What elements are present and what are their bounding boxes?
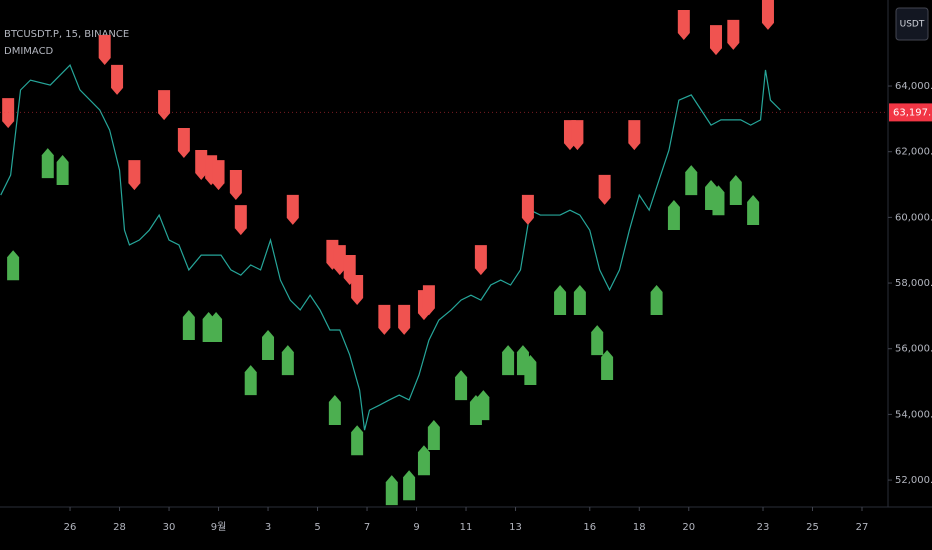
x-tick-label: 28 <box>113 522 126 533</box>
plot <box>0 0 781 506</box>
sell-signal <box>378 304 391 335</box>
indicator-label: DMIMACD <box>4 46 54 57</box>
sell-signal <box>333 245 346 276</box>
y-tick-label: 54,000.0 <box>895 409 932 420</box>
x-tick-label: 20 <box>682 522 695 533</box>
sell-signal <box>286 194 299 225</box>
buy-signal <box>502 345 515 376</box>
last-price-label: 63,197.1 <box>893 107 932 118</box>
x-tick-label: 9월 <box>211 521 227 533</box>
y-tick-label: 62,000.0 <box>895 147 932 158</box>
sell-signal <box>177 127 190 158</box>
buy-signal <box>455 370 468 401</box>
buy-signal <box>7 250 20 281</box>
buy-signal <box>591 325 604 356</box>
sell-signal <box>677 10 690 41</box>
buy-signal <box>650 285 663 316</box>
buy-signal <box>328 395 341 426</box>
x-tick-label: 30 <box>163 522 176 533</box>
y-tick-label: 60,000.0 <box>895 212 932 223</box>
x-tick-label: 25 <box>806 522 819 533</box>
sell-signal <box>398 304 411 335</box>
sell-signal <box>709 25 722 56</box>
buy-signal <box>262 330 275 361</box>
sell-signal <box>598 174 611 205</box>
buy-signal <box>351 425 364 456</box>
x-tick-label: 26 <box>64 522 77 533</box>
x-tick-label: 7 <box>364 522 370 533</box>
price-line <box>0 63 781 431</box>
sell-signal <box>128 160 141 191</box>
sell-signal <box>234 205 247 236</box>
sell-signal <box>212 160 225 191</box>
buy-signal <box>601 350 614 381</box>
sell-signal <box>158 90 171 121</box>
sell-signal <box>761 0 774 30</box>
x-tick-label: 23 <box>757 522 770 533</box>
sell-signal <box>2 98 15 129</box>
buy-signal <box>685 165 698 196</box>
sell-signal <box>521 194 534 225</box>
buy-signal <box>747 195 760 226</box>
buy-signal <box>477 390 490 421</box>
x-tick-label: 11 <box>460 522 473 533</box>
currency-button-box[interactable] <box>895 7 929 41</box>
buy-signal <box>403 470 416 501</box>
x-tick-label: 18 <box>633 522 646 533</box>
buy-signal <box>385 475 398 506</box>
sell-signal <box>727 19 740 50</box>
sell-signal <box>111 64 124 95</box>
currency-button[interactable]: USDT <box>895 7 929 41</box>
buy-signal <box>667 199 680 230</box>
x-tick-label: 27 <box>856 522 869 533</box>
x-tick-label: 5 <box>314 522 320 533</box>
last-price-box <box>889 103 932 122</box>
buy-signal <box>427 419 440 450</box>
x-tick-label: 16 <box>583 522 596 533</box>
sell-signal <box>195 149 208 180</box>
buy-signal <box>281 345 294 376</box>
sell-signal <box>571 120 584 151</box>
buy-signal <box>712 185 725 216</box>
sell-signal <box>474 245 487 276</box>
currency-button-label[interactable]: USDT <box>900 20 925 30</box>
sell-signal <box>628 120 641 151</box>
buy-signal <box>182 309 195 340</box>
buy-signal <box>573 285 586 316</box>
sell-signal <box>98 35 111 66</box>
sell-signal <box>229 169 242 200</box>
y-tick-label: 58,000.0 <box>895 278 932 289</box>
x-tick-label: 9 <box>413 522 419 533</box>
buy-signal <box>417 445 430 476</box>
symbol-label: BTCUSDT.P, 15, BINANCE <box>4 29 129 40</box>
y-tick-label: 52,000.0 <box>895 475 932 486</box>
buy-signal <box>729 175 742 206</box>
buy-signal <box>524 354 537 385</box>
buy-signal <box>56 154 69 185</box>
buy-signal <box>554 285 567 316</box>
sell-signal <box>422 285 435 316</box>
y-tick-label: 56,000.0 <box>895 344 932 355</box>
y-tick-label: 64,000.0 <box>895 81 932 92</box>
buy-signal <box>244 365 257 396</box>
buy-signal <box>210 311 223 342</box>
buy-signal <box>41 148 54 179</box>
x-tick-label: 3 <box>265 522 271 533</box>
sell-signal <box>351 275 364 306</box>
x-tick-label: 13 <box>509 522 522 533</box>
